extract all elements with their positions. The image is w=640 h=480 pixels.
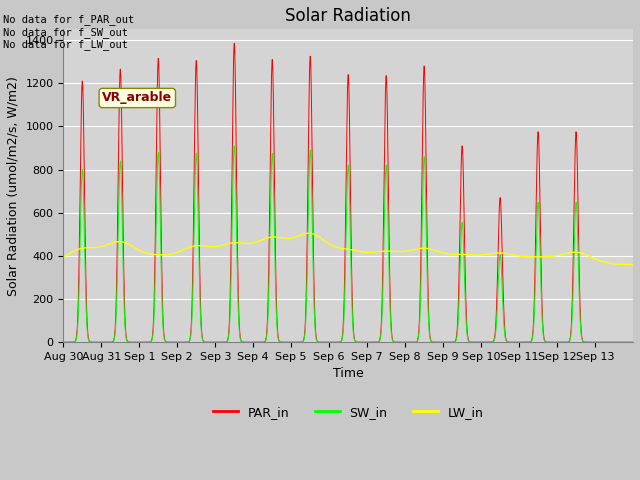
Line: PAR_in: PAR_in	[63, 43, 633, 342]
SW_in	[628, 339, 636, 345]
LW_in	[182, 246, 189, 252]
LW_in	[404, 248, 412, 254]
Text: VR_arable: VR_arable	[102, 92, 172, 105]
SW_in	[218, 339, 226, 345]
LW_in	[414, 246, 422, 252]
SW_in	[60, 339, 67, 345]
SW_in	[230, 143, 238, 149]
LW_in	[218, 242, 226, 248]
PAR_in	[629, 339, 637, 345]
PAR_in	[230, 40, 238, 46]
SW_in	[629, 339, 637, 345]
SW_in	[404, 339, 412, 345]
LW_in	[575, 250, 583, 255]
LW_in	[60, 254, 67, 260]
LW_in	[628, 262, 636, 267]
Text: No data for f_PAR_out
No data for f_SW_out
No data for f_LW_out: No data for f_PAR_out No data for f_SW_o…	[3, 14, 134, 50]
LW_in	[305, 230, 312, 236]
LW_in	[629, 262, 637, 267]
Title: Solar Radiation: Solar Radiation	[285, 7, 411, 25]
PAR_in	[575, 255, 583, 261]
PAR_in	[628, 339, 636, 345]
SW_in	[182, 339, 189, 345]
Line: LW_in: LW_in	[63, 233, 633, 264]
Legend: PAR_in, SW_in, LW_in: PAR_in, SW_in, LW_in	[208, 401, 488, 423]
PAR_in	[218, 339, 226, 345]
Y-axis label: Solar Radiation (umol/m2/s, W/m2): Solar Radiation (umol/m2/s, W/m2)	[7, 76, 20, 296]
Line: SW_in: SW_in	[63, 146, 633, 342]
X-axis label: Time: Time	[333, 368, 364, 381]
PAR_in	[60, 339, 67, 345]
PAR_in	[182, 339, 189, 345]
SW_in	[414, 337, 422, 343]
PAR_in	[414, 336, 422, 342]
PAR_in	[404, 339, 412, 345]
SW_in	[575, 283, 583, 289]
